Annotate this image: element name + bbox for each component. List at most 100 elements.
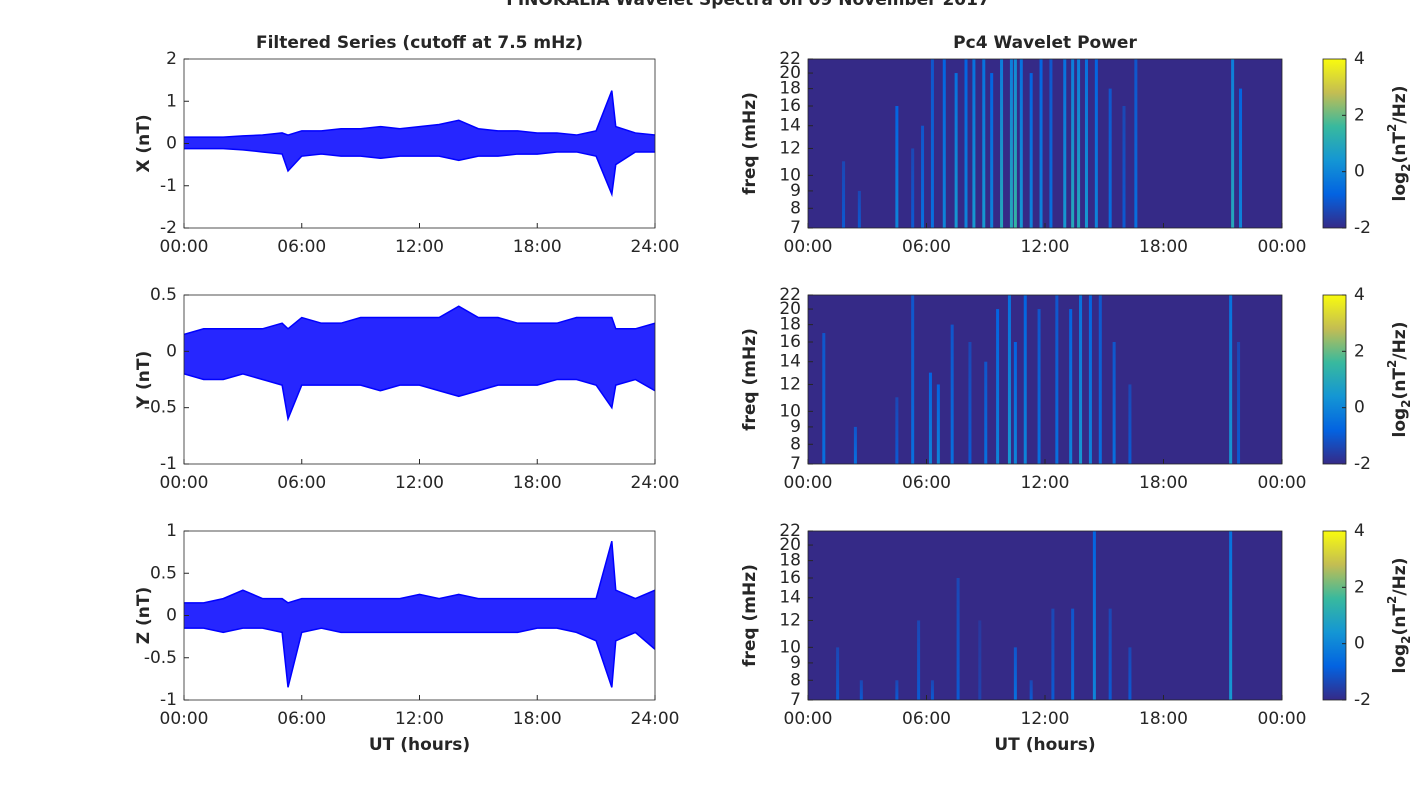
power-streak bbox=[842, 161, 846, 228]
y-tick-label: -1 bbox=[160, 176, 177, 196]
x-tick-label: 24:00 bbox=[631, 237, 680, 257]
colorbar-label: log2(nT2/Hz) bbox=[1385, 322, 1413, 438]
power-streak bbox=[895, 105, 899, 228]
power-streak bbox=[1108, 88, 1112, 228]
power-streak bbox=[921, 125, 925, 228]
power-streak bbox=[1122, 105, 1126, 228]
power-streak bbox=[1000, 59, 1004, 228]
power-streak bbox=[964, 59, 968, 228]
y-tick-label: 8 bbox=[790, 670, 801, 690]
y-tick-label: 14 bbox=[779, 116, 801, 136]
x-tick-label: 18:00 bbox=[1139, 709, 1188, 729]
power-streak bbox=[1239, 88, 1243, 228]
y-tick-label: 9 bbox=[790, 417, 801, 437]
power-streak bbox=[1013, 647, 1017, 700]
power-streak bbox=[1108, 608, 1112, 700]
label-part: (nT bbox=[1390, 604, 1410, 636]
power-streak bbox=[1013, 341, 1017, 464]
y-tick-label: 10 bbox=[779, 637, 801, 657]
x-tick-label: 00:00 bbox=[160, 473, 209, 493]
power-streak bbox=[1029, 680, 1033, 700]
y-axis-label: freq (mHz) bbox=[740, 328, 760, 431]
series-line bbox=[184, 540, 655, 604]
panel-title: Filtered Series (cutoff at 7.5 mHz) bbox=[256, 33, 583, 53]
y-tick-label: -0.5 bbox=[144, 398, 177, 418]
plot-area bbox=[808, 59, 1282, 228]
y-tick-label: -1 bbox=[160, 690, 177, 710]
power-streak bbox=[1037, 309, 1041, 464]
series-line bbox=[184, 90, 655, 138]
power-streak bbox=[895, 680, 899, 700]
y-tick-label: 0 bbox=[166, 606, 177, 626]
power-streak bbox=[1009, 59, 1013, 228]
y-tick-label: 0 bbox=[166, 341, 177, 361]
y-axis-label: X (nT) bbox=[134, 114, 154, 172]
x-tick-label: 18:00 bbox=[1139, 473, 1188, 493]
x-tick-label: 12:00 bbox=[1021, 709, 1070, 729]
x-tick-label: 18:00 bbox=[1139, 237, 1188, 257]
x-tick-label: 12:00 bbox=[1021, 473, 1070, 493]
x-tick-label: 18:00 bbox=[513, 473, 562, 493]
y-tick-label: 12 bbox=[779, 610, 801, 630]
series-line bbox=[184, 305, 655, 336]
power-streak bbox=[911, 295, 915, 464]
series-line bbox=[184, 627, 655, 688]
power-streak bbox=[1071, 59, 1075, 228]
power-streak bbox=[950, 324, 954, 464]
label-sup: 2 bbox=[1385, 360, 1399, 368]
x-tick-label: 06:00 bbox=[902, 473, 951, 493]
x-tick-label: 12:00 bbox=[395, 473, 444, 493]
label-part: log bbox=[1390, 644, 1410, 674]
colorbar-tick-label: 4 bbox=[1354, 49, 1365, 69]
plot-area bbox=[184, 59, 655, 228]
colorbar-tick-label: -2 bbox=[1354, 218, 1371, 238]
power-streak bbox=[822, 333, 826, 464]
y-tick-label: 12 bbox=[779, 374, 801, 394]
x-tick-label: 06:00 bbox=[277, 237, 326, 257]
y-tick-label: 20 bbox=[779, 63, 801, 83]
y-tick-label: 8 bbox=[790, 198, 801, 218]
x-tick-label: 18:00 bbox=[513, 237, 562, 257]
power-streak bbox=[1098, 295, 1102, 464]
power-streak bbox=[917, 620, 921, 700]
y-tick-label: 14 bbox=[779, 352, 801, 372]
label-part: (nT bbox=[1390, 368, 1410, 400]
power-streak bbox=[928, 372, 932, 464]
power-streak bbox=[954, 73, 958, 228]
x-tick-label: 00:00 bbox=[160, 709, 209, 729]
x-tick-label: 00:00 bbox=[784, 237, 833, 257]
x-tick-label: 12:00 bbox=[395, 709, 444, 729]
x-axis-label: UT (hours) bbox=[994, 735, 1095, 755]
y-tick-label: -1 bbox=[160, 454, 177, 474]
plot-area bbox=[808, 531, 1282, 700]
power-streak bbox=[1069, 309, 1073, 464]
power-streak bbox=[1013, 59, 1017, 228]
power-streak bbox=[984, 361, 988, 464]
power-streak bbox=[1112, 341, 1116, 464]
colorbar-tick-label: 2 bbox=[1354, 341, 1365, 361]
series-line bbox=[184, 373, 655, 422]
spectrogram-bg bbox=[808, 531, 1282, 700]
x-tick-label: 06:00 bbox=[277, 709, 326, 729]
y-axis-label: freq (mHz) bbox=[740, 92, 760, 195]
power-streak bbox=[895, 397, 899, 464]
plot-area bbox=[808, 295, 1282, 464]
colorbar-label: log2(nT2/Hz) bbox=[1385, 86, 1413, 202]
y-tick-label: 22 bbox=[779, 521, 801, 541]
x-tick-label: 06:00 bbox=[902, 709, 951, 729]
y-tick-label: 22 bbox=[779, 285, 801, 305]
colorbar-tick-label: 0 bbox=[1354, 398, 1365, 418]
y-tick-label: 9 bbox=[790, 653, 801, 673]
x-tick-label: 24:00 bbox=[631, 473, 680, 493]
power-streak bbox=[1231, 59, 1235, 228]
label-part: /Hz) bbox=[1390, 86, 1410, 124]
x-tick-label: 06:00 bbox=[277, 473, 326, 493]
y-tick-label: 16 bbox=[779, 332, 801, 352]
y-tick-label: -0.5 bbox=[144, 648, 177, 668]
power-streak bbox=[1088, 295, 1092, 464]
x-tick-label: 00:00 bbox=[1258, 709, 1307, 729]
label-sup: 2 bbox=[1385, 124, 1399, 132]
colorbar-tick-label: 0 bbox=[1354, 162, 1365, 182]
band bbox=[184, 541, 655, 688]
